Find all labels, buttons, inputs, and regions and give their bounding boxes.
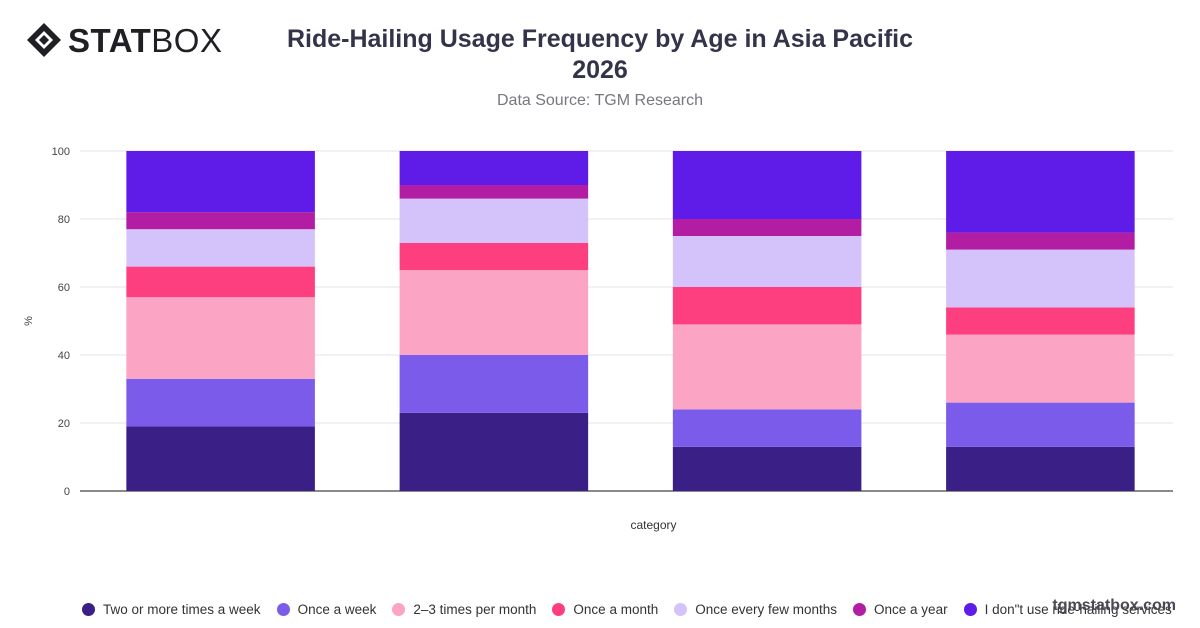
bar-segment bbox=[399, 355, 589, 413]
bar-segment bbox=[126, 378, 315, 427]
legend-item[interactable]: I don"t use ride-hailing services bbox=[963, 602, 1172, 617]
bar-segment bbox=[126, 151, 315, 213]
legend-item[interactable]: Once a week bbox=[276, 602, 377, 617]
chart-legend: Two or more times a week Once a week 2–3 t… bbox=[82, 602, 1188, 617]
bar-segment bbox=[672, 236, 862, 287]
legend-label: 2–3 times per month bbox=[413, 602, 537, 617]
legend-item[interactable]: 2–3 times per month bbox=[392, 602, 536, 617]
bar-segment bbox=[672, 151, 862, 219]
y-tick-label: 60 bbox=[58, 282, 70, 294]
legend-label: Once a year bbox=[874, 602, 948, 617]
y-tick-label: 20 bbox=[58, 418, 70, 430]
bar-segment bbox=[672, 446, 862, 491]
bar-segment bbox=[399, 412, 589, 491]
diamond-logo-icon bbox=[27, 23, 61, 57]
bar-segment bbox=[672, 219, 862, 236]
legend-marker bbox=[674, 603, 688, 616]
x-axis-label: category bbox=[630, 518, 676, 532]
legend-marker bbox=[552, 603, 566, 616]
bar-segment bbox=[946, 446, 1135, 491]
bar-segment bbox=[946, 151, 1135, 233]
bar-segment bbox=[946, 249, 1135, 308]
bar-segment bbox=[946, 307, 1135, 335]
legend-label: Once a week bbox=[297, 602, 377, 617]
bar-segment bbox=[399, 151, 589, 185]
bar-segment bbox=[126, 212, 315, 230]
legend-item[interactable]: Once every few months bbox=[674, 602, 837, 617]
bar-segment bbox=[126, 266, 315, 298]
watermark: tgmstatbox.com bbox=[1052, 597, 1176, 614]
legend-label: Two or more times a week bbox=[103, 602, 261, 617]
bar-segment bbox=[946, 334, 1135, 403]
bar-segment bbox=[399, 185, 589, 199]
bar-segment bbox=[946, 232, 1135, 250]
legend-marker bbox=[963, 603, 977, 616]
y-tick-label: 80 bbox=[58, 214, 70, 226]
bar-segment bbox=[399, 270, 589, 355]
bar-segment bbox=[672, 324, 862, 410]
bar-segment bbox=[946, 402, 1135, 447]
logo-text-bold: STAT bbox=[68, 21, 152, 59]
statbox-logo: STATBOX bbox=[26, 22, 222, 58]
bar-segment bbox=[399, 198, 589, 243]
legend-marker bbox=[276, 603, 290, 616]
legend-marker bbox=[392, 603, 406, 616]
legend-label: Once every few months bbox=[695, 602, 838, 617]
bar-segment bbox=[126, 229, 315, 267]
bar-segment bbox=[126, 426, 315, 491]
legend-marker bbox=[853, 603, 867, 616]
chart-title: Ride-Hailing Usage Frequency by Age in A… bbox=[250, 24, 950, 86]
y-tick-label: 0 bbox=[64, 486, 70, 498]
legend-item[interactable]: Once a year bbox=[853, 602, 948, 617]
chart-title-line2: 2026 bbox=[572, 56, 628, 84]
bar-segment bbox=[672, 409, 862, 447]
bar-segment bbox=[126, 297, 315, 379]
legend-label: Once a month bbox=[573, 602, 659, 617]
y-tick-label: 100 bbox=[52, 146, 70, 158]
logo-text-light: BOX bbox=[151, 21, 223, 59]
bar-segment bbox=[672, 287, 862, 325]
stacked-bar-chart: 0 20 40 60 80 100% category bbox=[23, 146, 1173, 532]
bar-segment bbox=[399, 242, 589, 270]
y-axis-label: % bbox=[23, 316, 35, 326]
logo-text: STATBOX bbox=[68, 24, 222, 57]
legend-marker bbox=[82, 603, 95, 616]
chart-title-line1: Ride-Hailing Usage Frequency by Age in A… bbox=[286, 25, 914, 53]
chart-subtitle: Data Source: TGM Research bbox=[496, 92, 703, 109]
legend-item[interactable]: Once a month bbox=[552, 602, 658, 617]
legend-label: I don"t use ride-hailing services bbox=[984, 602, 1172, 617]
legend-item[interactable]: Two or more times a week bbox=[82, 602, 261, 617]
y-tick-label: 40 bbox=[58, 350, 70, 362]
